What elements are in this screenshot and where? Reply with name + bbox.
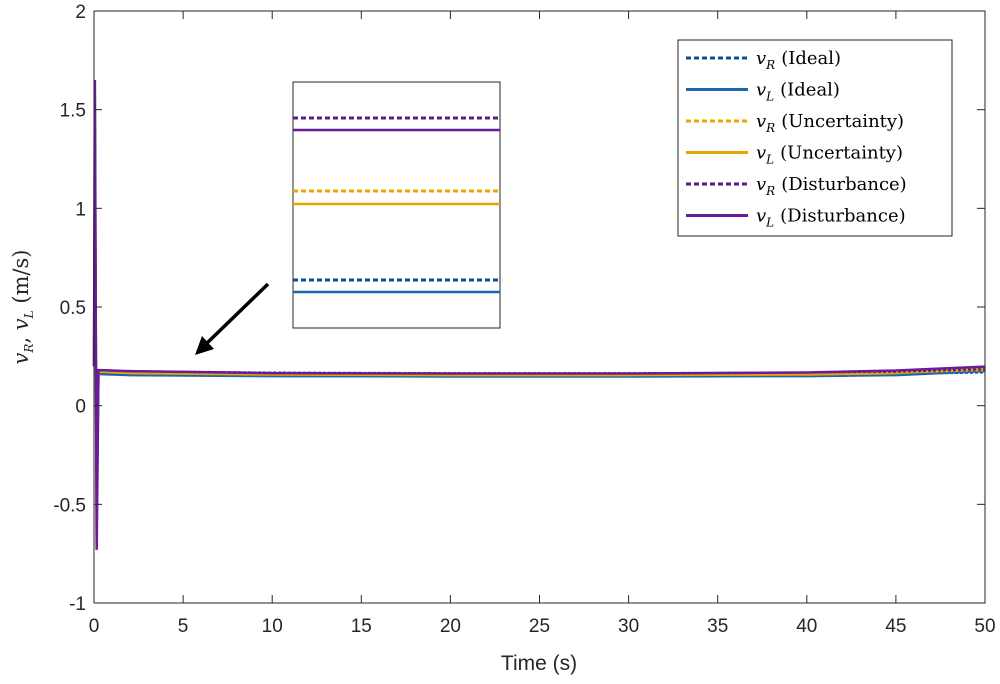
- arrow-shaft: [203, 282, 270, 347]
- plot-series-group: [92, 80, 986, 550]
- x-axis: 0 5 10 15 20 25 30 35 40 45 50: [89, 11, 996, 637]
- arrow-annotation: [195, 282, 270, 355]
- y-tick-label: -0.5: [53, 495, 86, 516]
- arrow-head: [195, 336, 214, 355]
- x-tick-label: 30: [618, 616, 639, 637]
- legend-label: vR (Disturbance): [756, 174, 907, 198]
- legend-label: vR (Ideal): [756, 48, 841, 72]
- y-tick-label: 0: [75, 397, 86, 418]
- x-tick-label: 50: [974, 616, 995, 637]
- zoom-inset: [292, 81, 501, 329]
- x-tick-label: 25: [529, 616, 550, 637]
- y-tick-label: 0.5: [60, 298, 86, 319]
- y-axis-title: vR, vL (m/s): [9, 250, 36, 365]
- y-axis: -1 -0.5 0 0.5 1 1.5 2: [53, 2, 985, 615]
- x-tick-label: 20: [440, 616, 461, 637]
- legend-box: [677, 39, 953, 237]
- y-tick-label: 2: [75, 2, 86, 23]
- x-tick-label: 35: [707, 616, 728, 637]
- x-axis-title: Time (s): [501, 652, 577, 675]
- legend-label: vL (Disturbance): [756, 206, 906, 230]
- x-tick-label: 5: [178, 616, 189, 637]
- y-tick-label: 1: [75, 199, 86, 220]
- y-tick-label: 1.5: [60, 101, 86, 122]
- legend: vR (Ideal) vL (Ideal) vR (Uncertainty) vL (Unce…: [677, 39, 953, 237]
- x-tick-label: 45: [885, 616, 906, 637]
- legend-label: vR (Uncertainty): [756, 111, 904, 135]
- x-tick-label: 0: [89, 616, 100, 637]
- legend-label: vL (Uncertainty): [756, 143, 903, 167]
- series-line-vl-disturbance-: [92, 80, 986, 550]
- y-tick-label: -1: [69, 594, 86, 615]
- x-tick-label: 15: [351, 616, 372, 637]
- legend-label: vL (Ideal): [756, 80, 840, 104]
- x-tick-label: 10: [262, 616, 283, 637]
- x-tick-label: 40: [796, 616, 817, 637]
